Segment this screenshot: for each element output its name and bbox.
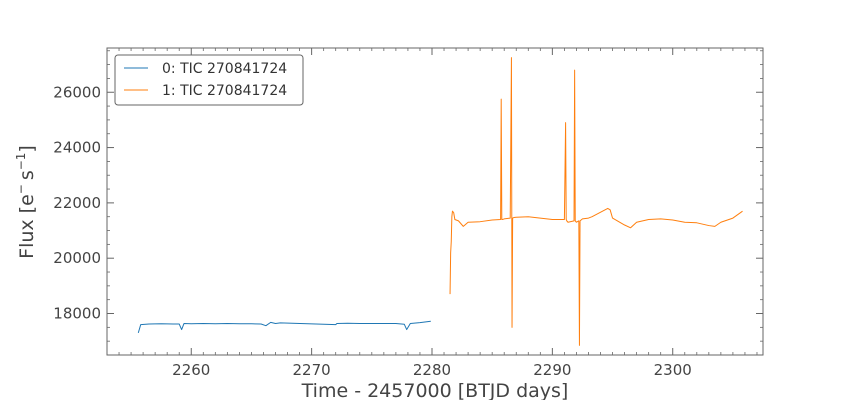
y-axis-title: Flux [e− s−1] bbox=[14, 145, 38, 259]
legend-label-0: 0: TIC 270841724 bbox=[162, 61, 287, 77]
y-tick-label: 26000 bbox=[53, 83, 101, 101]
legend-label-1: 1: TIC 270841724 bbox=[162, 83, 287, 99]
y-axis-title-mid: s bbox=[16, 170, 38, 180]
series-line-0 bbox=[137, 320, 431, 334]
axis-ticks: 2260 2270 2280 2290 2300 18000 20000 22000 24000… bbox=[53, 48, 763, 379]
legend-box bbox=[114, 54, 304, 106]
legend: 0: TIC 270841724 1: TIC 270841724 bbox=[114, 54, 304, 106]
y-tick-label: 18000 bbox=[53, 305, 101, 323]
y-tick-label: 22000 bbox=[53, 194, 101, 212]
y-axis-title-end: ] bbox=[16, 145, 38, 152]
x-tick-label: 2260 bbox=[172, 361, 210, 379]
x-tick-label: 2290 bbox=[533, 361, 571, 379]
x-tick-label: 2280 bbox=[413, 361, 451, 379]
x-axis-title: Time - 2457000 [BTJD days] bbox=[301, 380, 569, 400]
y-tick-label: 24000 bbox=[53, 139, 101, 157]
x-tick-label: 2300 bbox=[654, 361, 692, 379]
y-axis-title-base: Flux [e bbox=[16, 194, 38, 259]
y-axis-title-sup1: − bbox=[14, 184, 28, 194]
y-tick-label: 20000 bbox=[53, 249, 101, 267]
y-axis-title-sup2: −1 bbox=[14, 153, 28, 171]
series-line-1 bbox=[449, 57, 743, 346]
x-tick-label: 2270 bbox=[293, 361, 331, 379]
series-layer bbox=[137, 57, 743, 346]
